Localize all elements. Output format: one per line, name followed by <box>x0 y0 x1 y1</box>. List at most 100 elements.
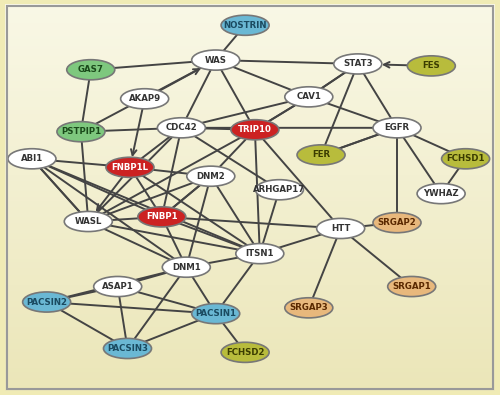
Bar <box>5 175 495 178</box>
Bar <box>5 156 495 159</box>
Bar <box>5 284 495 288</box>
FancyArrowPatch shape <box>192 277 210 304</box>
Ellipse shape <box>192 304 240 324</box>
FancyArrowPatch shape <box>44 167 174 259</box>
Ellipse shape <box>373 118 421 138</box>
Bar <box>5 236 495 239</box>
FancyArrowPatch shape <box>166 227 182 257</box>
Text: PSTPIP1: PSTPIP1 <box>61 127 101 136</box>
Text: ASAP1: ASAP1 <box>102 282 134 291</box>
Ellipse shape <box>187 166 235 186</box>
FancyArrowPatch shape <box>384 62 407 68</box>
FancyArrowPatch shape <box>142 137 170 158</box>
FancyArrowPatch shape <box>220 139 246 167</box>
FancyArrowPatch shape <box>40 168 80 212</box>
Bar <box>5 146 495 149</box>
Ellipse shape <box>94 276 142 297</box>
FancyArrowPatch shape <box>364 225 374 226</box>
Bar <box>5 301 495 304</box>
Bar <box>5 7 495 10</box>
Text: SRGAP3: SRGAP3 <box>290 303 328 312</box>
Text: PACSIN1: PACSIN1 <box>195 309 236 318</box>
Bar <box>5 126 495 130</box>
Bar <box>5 269 495 272</box>
FancyArrowPatch shape <box>138 273 166 281</box>
Bar <box>5 304 495 307</box>
Ellipse shape <box>192 50 240 70</box>
Ellipse shape <box>236 244 284 264</box>
Bar <box>5 98 495 101</box>
Text: YWHAZ: YWHAZ <box>424 189 459 198</box>
Bar <box>5 288 495 291</box>
FancyArrowPatch shape <box>56 161 106 165</box>
Ellipse shape <box>408 56 456 76</box>
Bar <box>5 133 495 136</box>
Bar <box>5 81 495 85</box>
FancyArrowPatch shape <box>160 69 199 91</box>
FancyArrowPatch shape <box>164 138 179 207</box>
FancyArrowPatch shape <box>61 310 114 340</box>
Text: HTT: HTT <box>331 224 350 233</box>
FancyArrowPatch shape <box>82 142 87 211</box>
Text: CAV1: CAV1 <box>296 92 321 102</box>
Bar <box>5 72 495 75</box>
Bar <box>5 159 495 162</box>
Bar <box>5 33 495 36</box>
Ellipse shape <box>388 276 436 297</box>
FancyArrowPatch shape <box>153 170 188 174</box>
Bar <box>5 17 495 20</box>
Bar <box>5 239 495 243</box>
Text: FNBP1: FNBP1 <box>146 213 178 221</box>
Bar <box>5 378 495 382</box>
Text: ARHGAP17: ARHGAP17 <box>253 185 306 194</box>
Bar <box>5 259 495 262</box>
Bar <box>5 26 495 30</box>
FancyArrowPatch shape <box>103 138 240 213</box>
Bar <box>5 359 495 362</box>
FancyArrowPatch shape <box>97 177 122 210</box>
Text: TRIP10: TRIP10 <box>238 125 272 134</box>
FancyArrowPatch shape <box>172 185 200 208</box>
Bar <box>5 13 495 17</box>
Bar <box>5 275 495 278</box>
FancyArrowPatch shape <box>325 74 354 145</box>
Bar <box>5 68 495 72</box>
FancyArrowPatch shape <box>268 105 295 121</box>
Bar <box>5 217 495 220</box>
FancyArrowPatch shape <box>114 62 192 68</box>
Ellipse shape <box>442 149 490 169</box>
Bar <box>5 272 495 275</box>
Bar <box>5 385 495 388</box>
FancyArrowPatch shape <box>221 70 250 120</box>
Bar <box>5 265 495 269</box>
Bar <box>5 78 495 81</box>
Bar <box>5 233 495 236</box>
Bar <box>5 320 495 323</box>
FancyArrowPatch shape <box>105 129 158 131</box>
Bar <box>5 165 495 168</box>
FancyArrowPatch shape <box>352 237 401 278</box>
Bar <box>5 297 495 301</box>
Bar <box>5 40 495 43</box>
FancyArrowPatch shape <box>104 229 170 260</box>
Text: AKAP9: AKAP9 <box>128 94 160 103</box>
FancyArrowPatch shape <box>206 128 231 129</box>
Bar <box>5 178 495 181</box>
Ellipse shape <box>64 211 112 231</box>
Bar <box>5 62 495 65</box>
Text: EGFR: EGFR <box>384 123 409 132</box>
Ellipse shape <box>57 122 105 142</box>
Bar <box>5 211 495 214</box>
Bar <box>5 101 495 104</box>
Text: FER: FER <box>312 150 330 160</box>
Text: WAS: WAS <box>204 56 227 64</box>
FancyArrowPatch shape <box>143 176 247 245</box>
Ellipse shape <box>8 149 56 169</box>
Text: NOSTRIN: NOSTRIN <box>224 21 267 30</box>
Bar <box>5 249 495 252</box>
Ellipse shape <box>221 15 269 35</box>
FancyArrowPatch shape <box>138 292 196 308</box>
Ellipse shape <box>297 145 345 165</box>
Text: GAS7: GAS7 <box>78 65 104 74</box>
FancyArrowPatch shape <box>327 103 378 121</box>
